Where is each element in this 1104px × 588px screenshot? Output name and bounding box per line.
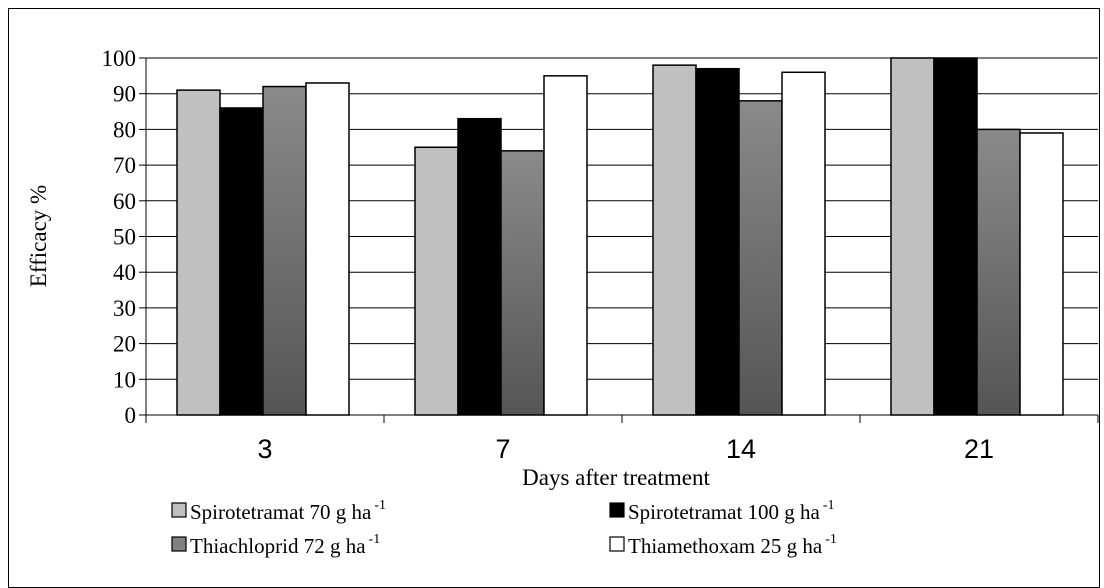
legend-label-text: Spirotetramat 100 g ha [628, 500, 821, 524]
bar-series-3-cat-7 [500, 150, 545, 416]
legend-swatch-series-4 [609, 536, 625, 552]
bar-series-4-cat-7 [543, 75, 588, 416]
legend-label-series-3: Thiachloprid 72 g ha -1 [190, 532, 380, 558]
y-tick-label: 0 [125, 403, 137, 428]
x-tick-label: 14 [726, 434, 756, 464]
bar-series-2-cat-14 [695, 67, 740, 416]
legend-label-series-4: Thiamethoxam 25 g ha -1 [628, 532, 837, 558]
x-tick-label: 7 [495, 434, 510, 464]
legend-label-text: Spirotetramat 70 g ha [190, 500, 372, 524]
bar-series-1-cat-14 [652, 64, 697, 416]
legend-label-superscript: -1 [369, 532, 381, 547]
legend-label-text: Thiamethoxam 25 g ha [628, 534, 823, 558]
legend-label-superscript: -1 [374, 498, 386, 513]
efficacy-bar-chart: 0 10 20 30 40 50 60 70 80 90 100 3 7 14 21 Efficacy %… [26, 46, 1099, 558]
y-tick-label: 100 [102, 46, 137, 71]
bar-series-1-cat-7 [414, 146, 459, 416]
y-axis-label: Efficacy % [26, 185, 51, 287]
bar-series-1-cat-21 [890, 57, 935, 416]
x-tick-label: 3 [257, 434, 272, 464]
bar-series-4-cat-3 [305, 82, 350, 416]
bar-series-3-cat-21 [976, 128, 1021, 416]
y-tick-labels: 0 10 20 30 40 50 60 70 80 90 100 [102, 46, 137, 428]
y-tick-label: 40 [113, 260, 136, 285]
y-tick-label: 10 [113, 367, 136, 392]
legend-label-superscript: -1 [823, 498, 835, 513]
bar-series-3-cat-14 [738, 100, 783, 416]
legend-label-series-1: Spirotetramat 70 g ha -1 [190, 498, 386, 524]
legend-label-text: Thiachloprid 72 g ha [190, 534, 366, 558]
bar-series-1-cat-3 [176, 89, 221, 416]
y-tick-label: 80 [113, 117, 136, 142]
x-axis-label: Days after treatment [522, 465, 710, 490]
axes [139, 57, 1099, 423]
bar-series-4-cat-14 [781, 71, 826, 416]
bar-series-4-cat-21 [1019, 132, 1064, 416]
x-tick-labels: 3 7 14 21 [257, 434, 994, 464]
bar-series-2-cat-3 [219, 107, 264, 416]
y-tick-label: 20 [113, 332, 136, 357]
y-tick-label: 30 [113, 296, 136, 321]
y-tick-label: 90 [113, 82, 136, 107]
legend-label-series-2: Spirotetramat 100 g ha -1 [628, 498, 835, 524]
legend-label-superscript: -1 [825, 532, 837, 547]
bar-series-2-cat-21 [933, 57, 978, 416]
x-tick-label: 21 [964, 434, 994, 464]
legend-swatch-series-1 [171, 502, 187, 518]
legend-swatch-series-2 [609, 502, 625, 518]
legend-swatch-series-3 [171, 536, 187, 552]
legend: Spirotetramat 70 g ha -1 Spirotetramat 100… [171, 498, 837, 558]
y-tick-label: 60 [113, 189, 136, 214]
y-tick-label: 70 [113, 153, 136, 178]
bar-series-2-cat-7 [457, 117, 502, 416]
y-tick-label: 50 [113, 225, 136, 250]
bar-series-3-cat-3 [262, 85, 307, 416]
